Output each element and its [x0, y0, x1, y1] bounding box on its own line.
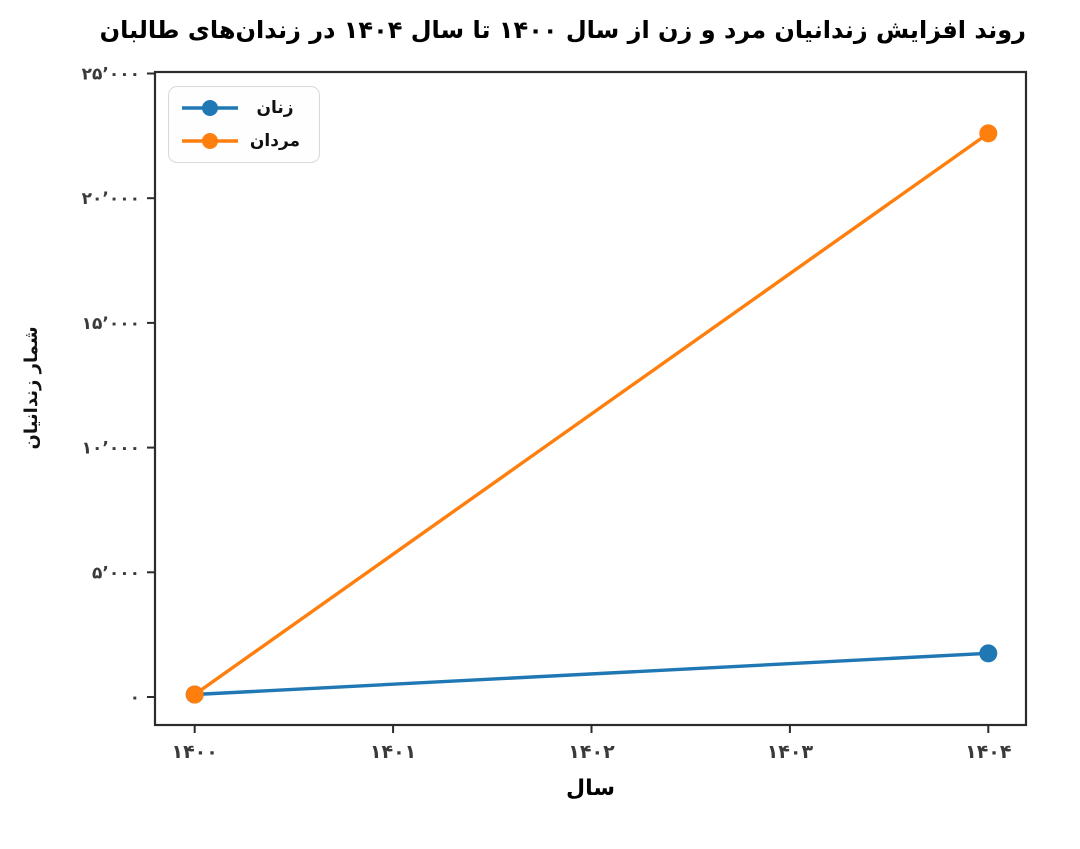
x-tick-label: ۱۴۰۰: [171, 741, 217, 763]
legend-marker-icon: [202, 133, 218, 149]
series-marker-1: [979, 124, 998, 143]
y-tick-label: ۱۰’۰۰۰: [82, 439, 140, 459]
x-tick-label: ۱۴۰۱: [370, 741, 416, 763]
legend-line-marker-men-icon: [182, 133, 238, 149]
legend-marker-icon: [202, 100, 218, 116]
x-axis-label: سال: [566, 776, 615, 801]
legend-label-men: مردان: [249, 131, 301, 151]
legend-label-women: زنان: [256, 98, 294, 118]
y-tick-label: ۵’۰۰۰: [92, 563, 140, 583]
x-tick-label: ۱۴۰۴: [965, 741, 1011, 763]
series-marker-0: [979, 644, 998, 663]
y-tick-label: ۲۰’۰۰۰: [82, 189, 140, 209]
chart-title: روند افزایش زندانیان مرد و زن از سال ۱۴۰…: [99, 16, 1026, 44]
x-tick-label: ۱۴۰۲: [568, 741, 615, 763]
x-tick-label: ۱۴۰۳: [767, 741, 814, 763]
legend: زنان مردان: [168, 86, 320, 163]
plot-frame: [153, 70, 1028, 727]
legend-line-marker-women-icon: [182, 100, 238, 116]
y-tick-label: ۰: [130, 688, 140, 708]
series-line-1: [192, 131, 991, 697]
legend-item-women: زنان: [179, 94, 309, 122]
y-tick-label: ۱۵’۰۰۰: [82, 314, 140, 334]
y-tick-label: ۲۵’۰۰۰: [82, 64, 140, 84]
series-line-0: [192, 651, 991, 697]
series-marker-1: [185, 685, 204, 704]
y-axis-label: شمار زندانیان: [21, 326, 42, 450]
legend-item-men: مردان: [179, 127, 309, 155]
